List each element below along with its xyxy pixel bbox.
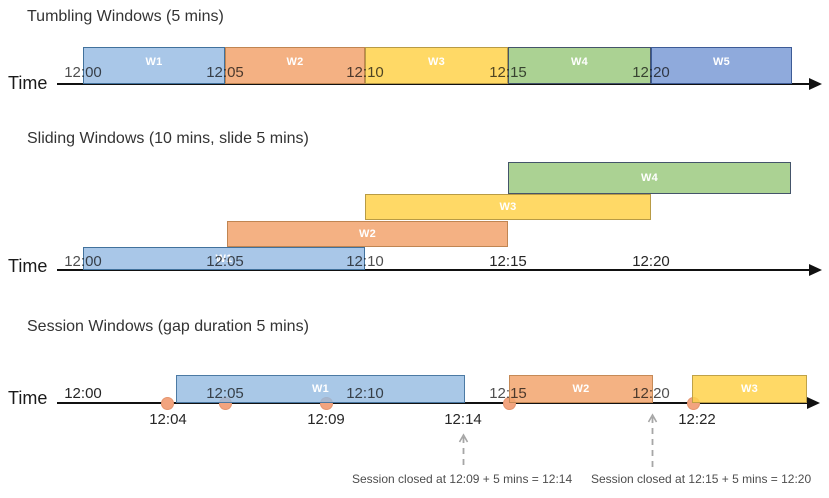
window-label: W1: [311, 383, 330, 395]
sliding-title: Sliding Windows (10 mins, slide 5 mins): [27, 130, 309, 147]
tumbling-tick-1215: 12:15: [489, 64, 527, 81]
tumbling-title: Tumbling Windows (5 mins): [27, 8, 224, 25]
window-label: W1: [215, 252, 233, 265]
window-label: W2: [358, 228, 377, 240]
session-title: Session Windows (gap duration 5 mins): [27, 318, 309, 335]
tumbling-timeline: [57, 83, 810, 85]
dashed-up-arrow-icon: [647, 413, 658, 467]
session-annotation-2: Session closed at 12:15 + 5 mins = 12:20: [591, 472, 812, 486]
sliding-time-label: Time: [8, 256, 48, 276]
tumbling-window-w1: W1: [83, 47, 225, 84]
window-label: W4: [640, 172, 659, 184]
session-annotation-1: Session closed at 12:09 + 5 mins = 12:14: [352, 472, 573, 486]
session-tick-1220: 12:20: [632, 385, 670, 402]
session-tick-1200: 12:00: [64, 385, 102, 402]
event-label-1209: 12:09: [307, 411, 345, 428]
tumbling-window-w3: W3: [365, 47, 508, 84]
sliding-window-w1: W1: [83, 247, 365, 270]
tumbling-tick-1210: 12:10: [346, 64, 384, 81]
event-label-1222: 12:22: [678, 411, 716, 428]
sliding-tick-1215: 12:15: [489, 253, 527, 270]
session-window-w3: W3: [692, 375, 807, 403]
sliding-tick-1220: 12:20: [632, 253, 670, 270]
session-window-w1: W1: [176, 375, 465, 403]
session-timeline-arrow-icon: [807, 397, 820, 409]
window-label: W2: [286, 56, 304, 68]
window-label: W2: [572, 383, 590, 395]
tumbling-timeline-arrow-icon: [809, 78, 822, 90]
sliding-window-w4: W4: [508, 162, 791, 194]
sliding-window-w3: W3: [365, 194, 651, 220]
sliding-tick-1210: 12:10: [346, 253, 384, 270]
event-label-1204: 12:04: [149, 411, 187, 428]
sliding-timeline-arrow-icon: [809, 264, 822, 276]
window-label: W3: [740, 383, 759, 395]
window-label: W5: [712, 56, 731, 68]
window-label: W1: [145, 56, 163, 68]
tumbling-tick-1200: 12:00: [64, 64, 102, 81]
sliding-window-w2: W2: [227, 221, 508, 247]
tumbling-window-w2: W2: [225, 47, 365, 84]
event-dot-1204: [161, 397, 174, 410]
session-tick-1215: 12:15: [489, 385, 527, 402]
session-tick-1205: 12:05: [206, 385, 244, 402]
sliding-tick-1205: 12:05: [206, 253, 244, 270]
dashed-up-arrow-icon: [458, 433, 469, 467]
window-label: W3: [499, 201, 517, 213]
session-time-label: Time: [8, 388, 48, 408]
tumbling-window-w4: W4: [508, 47, 651, 84]
tumbling-tick-1205: 12:05: [206, 64, 244, 81]
session-window-w2: W2: [509, 375, 653, 403]
tumbling-tick-1220: 12:20: [632, 64, 670, 81]
session-timeline: [57, 402, 808, 404]
tumbling-window-w5: W5: [651, 47, 792, 84]
event-label-1214: 12:14: [444, 411, 482, 428]
tumbling-time-label: Time: [8, 73, 48, 93]
window-label: W3: [427, 56, 446, 68]
session-tick-1210: 12:10: [346, 385, 384, 402]
window-label: W4: [570, 56, 589, 68]
sliding-timeline: [57, 269, 810, 271]
sliding-tick-1200: 12:00: [64, 253, 102, 270]
